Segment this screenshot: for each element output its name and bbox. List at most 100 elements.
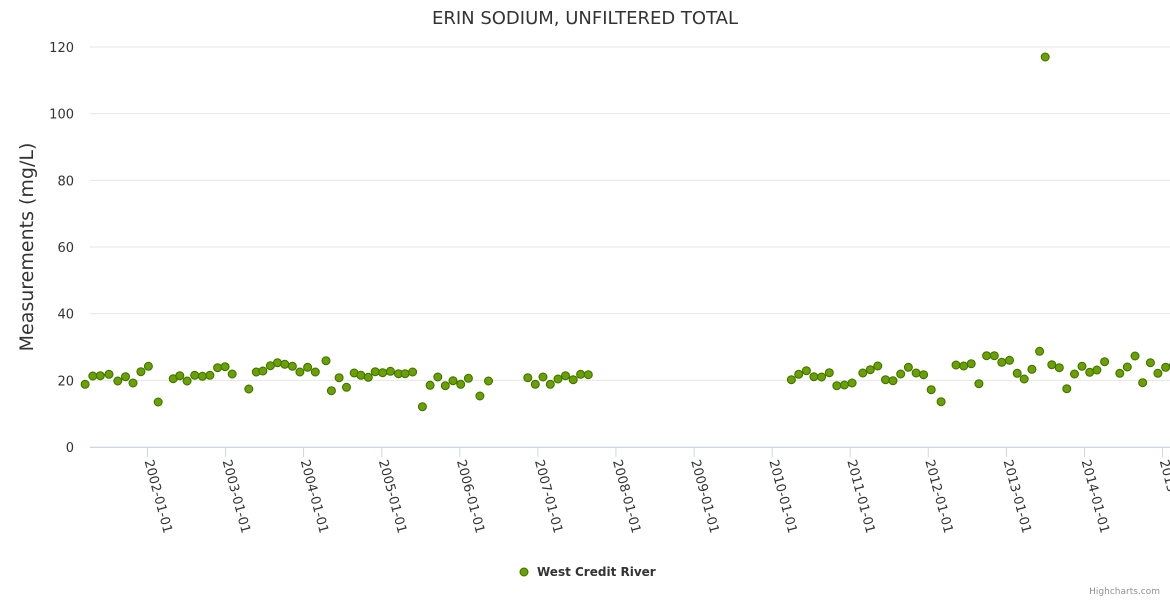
data-point[interactable] <box>280 359 290 369</box>
data-point[interactable] <box>88 371 98 381</box>
data-point[interactable] <box>873 361 883 371</box>
data-point[interactable] <box>425 380 435 390</box>
data-point[interactable] <box>817 372 827 382</box>
data-point[interactable] <box>113 376 123 386</box>
data-point[interactable] <box>801 366 811 376</box>
data-point[interactable] <box>794 369 804 379</box>
data-point[interactable] <box>982 351 992 361</box>
data-point[interactable] <box>175 371 185 381</box>
data-point[interactable] <box>1012 368 1022 378</box>
data-point[interactable] <box>1115 368 1125 378</box>
data-point[interactable] <box>378 368 388 378</box>
data-point[interactable] <box>484 376 493 386</box>
data-point[interactable] <box>888 376 898 386</box>
data-point[interactable] <box>896 369 906 379</box>
data-point[interactable] <box>1130 351 1140 361</box>
data-point[interactable] <box>1138 378 1148 388</box>
data-point[interactable] <box>310 367 320 377</box>
data-point[interactable] <box>858 368 868 378</box>
data-point[interactable] <box>786 375 796 385</box>
data-point[interactable] <box>576 369 586 379</box>
data-point[interactable] <box>959 361 969 371</box>
data-point[interactable] <box>326 386 336 396</box>
data-point[interactable] <box>408 367 418 377</box>
data-point[interactable] <box>104 369 114 379</box>
data-point[interactable] <box>911 368 921 378</box>
credits-link[interactable]: Highcharts.com <box>1089 587 1160 597</box>
data-point[interactable] <box>463 373 473 383</box>
data-point[interactable] <box>244 384 254 394</box>
data-point[interactable] <box>121 372 130 382</box>
data-point[interactable] <box>136 367 146 377</box>
data-point[interactable] <box>1027 364 1037 374</box>
data-point[interactable] <box>258 366 268 376</box>
data-point[interactable] <box>919 370 929 380</box>
data-point[interactable] <box>385 366 395 376</box>
data-point[interactable] <box>1040 52 1050 62</box>
data-point[interactable] <box>561 371 570 381</box>
data-point[interactable] <box>839 380 849 390</box>
data-point[interactable] <box>1070 369 1079 379</box>
data-point[interactable] <box>448 376 458 386</box>
data-point[interactable] <box>936 397 946 407</box>
data-point[interactable] <box>143 361 153 371</box>
data-point[interactable] <box>220 362 230 372</box>
data-point[interactable] <box>545 379 555 389</box>
data-point[interactable] <box>951 360 961 370</box>
data-point[interactable] <box>80 379 90 389</box>
data-point[interactable] <box>974 379 984 389</box>
legend-symbol[interactable] <box>519 567 529 577</box>
data-point[interactable] <box>273 358 282 368</box>
data-point[interactable] <box>1054 363 1064 373</box>
data-point[interactable] <box>1161 362 1170 372</box>
data-point[interactable] <box>197 371 207 381</box>
legend[interactable]: West Credit River <box>519 565 656 579</box>
data-point[interactable] <box>832 381 842 391</box>
data-point[interactable] <box>153 397 163 407</box>
data-point[interactable] <box>1122 362 1132 372</box>
data-point[interactable] <box>342 382 351 392</box>
data-point[interactable] <box>321 356 331 366</box>
data-point[interactable] <box>997 357 1007 367</box>
data-point[interactable] <box>363 372 373 382</box>
data-point[interactable] <box>287 361 297 371</box>
data-point[interactable] <box>205 370 215 380</box>
data-point[interactable] <box>213 363 223 373</box>
data-point[interactable] <box>1019 374 1029 384</box>
data-point[interactable] <box>417 402 427 412</box>
data-point[interactable] <box>227 369 237 379</box>
data-point[interactable] <box>295 367 305 377</box>
data-point[interactable] <box>530 379 540 389</box>
data-point[interactable] <box>1100 357 1110 367</box>
data-point[interactable] <box>303 362 313 372</box>
data-point[interactable] <box>1092 365 1102 375</box>
data-point[interactable] <box>400 369 410 379</box>
data-point[interactable] <box>1047 360 1057 370</box>
data-point[interactable] <box>370 367 380 377</box>
data-point[interactable] <box>356 370 366 380</box>
data-point[interactable] <box>824 368 834 378</box>
data-point[interactable] <box>1035 346 1045 356</box>
data-point[interactable] <box>553 374 563 384</box>
data-point[interactable] <box>881 375 890 385</box>
data-point[interactable] <box>440 381 450 391</box>
data-point[interactable] <box>456 379 466 389</box>
data-point[interactable] <box>847 378 857 388</box>
data-point[interactable] <box>865 365 875 375</box>
data-point[interactable] <box>1145 358 1155 368</box>
data-point[interactable] <box>1077 361 1087 371</box>
data-point[interactable] <box>568 375 578 385</box>
data-point[interactable] <box>95 371 105 381</box>
data-point[interactable] <box>966 359 976 369</box>
data-point[interactable] <box>190 370 200 380</box>
data-point[interactable] <box>903 362 913 372</box>
data-point[interactable] <box>809 372 819 382</box>
data-point[interactable] <box>926 385 936 395</box>
data-point[interactable] <box>1062 384 1072 394</box>
data-point[interactable] <box>989 351 999 361</box>
data-point[interactable] <box>128 378 138 388</box>
data-point[interactable] <box>1153 368 1163 378</box>
data-point[interactable] <box>182 376 192 386</box>
data-point[interactable] <box>538 372 548 382</box>
data-point[interactable] <box>523 373 533 383</box>
